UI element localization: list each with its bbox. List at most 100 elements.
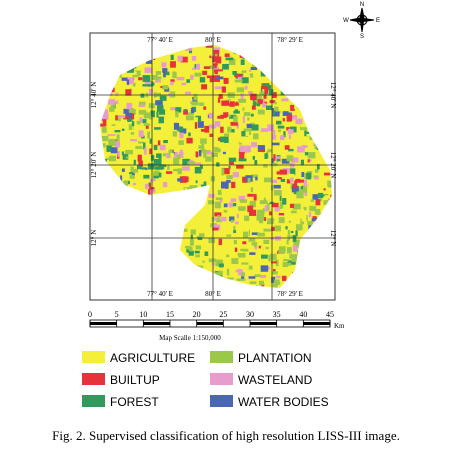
land-patch xyxy=(162,92,169,96)
land-patch xyxy=(196,265,204,271)
land-patch xyxy=(240,93,244,100)
land-patch xyxy=(313,106,320,111)
land-patch xyxy=(314,169,319,173)
land-patch xyxy=(174,41,179,45)
land-patch xyxy=(329,285,332,288)
land-patch xyxy=(322,137,330,142)
land-patch xyxy=(216,76,224,80)
land-patch xyxy=(125,270,130,276)
land-patch xyxy=(317,192,324,198)
land-patch xyxy=(166,283,173,287)
scale-label: 10 xyxy=(139,310,147,319)
land-patch xyxy=(150,155,155,161)
land-patch xyxy=(278,129,282,133)
scale-segment xyxy=(250,322,277,325)
land-patch xyxy=(102,109,109,117)
land-patch xyxy=(318,226,324,230)
land-patch xyxy=(215,259,224,267)
land-patch xyxy=(145,212,149,220)
land-patch xyxy=(118,289,121,293)
land-patch xyxy=(281,59,286,64)
land-patch xyxy=(132,208,137,215)
land-patch xyxy=(180,56,188,63)
land-patch xyxy=(149,116,153,120)
land-patch xyxy=(221,189,229,192)
land-patch xyxy=(112,71,119,77)
land-patch xyxy=(327,117,332,122)
land-patch xyxy=(156,229,161,233)
land-patch xyxy=(238,140,242,145)
land-patch xyxy=(119,281,124,288)
land-patch xyxy=(153,48,161,53)
land-patch xyxy=(304,234,310,238)
land-patch xyxy=(288,148,294,152)
land-patch xyxy=(295,100,301,105)
land-patch xyxy=(135,196,142,200)
land-patch xyxy=(214,121,221,127)
land-patch xyxy=(121,217,126,221)
land-patch xyxy=(154,253,158,257)
land-patch xyxy=(143,112,151,119)
land-patch xyxy=(308,159,312,162)
land-patch xyxy=(165,245,172,251)
land-patch xyxy=(241,272,246,277)
land-patch xyxy=(110,231,113,235)
land-patch xyxy=(173,122,180,130)
land-patch xyxy=(206,75,215,79)
land-patch xyxy=(155,280,162,286)
land-patch xyxy=(196,63,200,70)
land-patch xyxy=(214,212,222,217)
land-patch xyxy=(271,142,280,146)
land-patch xyxy=(134,240,140,247)
land-patch xyxy=(270,179,279,183)
land-patch xyxy=(306,172,312,180)
land-patch xyxy=(233,115,238,123)
land-patch xyxy=(106,74,112,78)
land-patch xyxy=(250,113,254,117)
land-patch xyxy=(293,241,301,248)
land-patch xyxy=(198,274,204,279)
land-patch xyxy=(136,45,140,48)
land-patch xyxy=(166,203,173,210)
land-patch xyxy=(261,254,268,259)
land-patch xyxy=(218,94,223,99)
land-patch xyxy=(125,277,134,281)
land-patch xyxy=(130,260,133,265)
land-patch xyxy=(271,158,274,166)
land-patch xyxy=(310,283,316,287)
land-patch xyxy=(135,70,139,77)
scale-unit: Km xyxy=(334,322,345,330)
land-patch xyxy=(187,161,196,165)
land-patch xyxy=(116,250,123,253)
land-patch xyxy=(126,102,133,110)
land-patch xyxy=(170,282,176,288)
land-patch xyxy=(127,270,135,274)
land-patch xyxy=(249,281,257,284)
land-patch xyxy=(241,70,247,73)
land-patch xyxy=(129,270,135,274)
land-patch xyxy=(178,140,184,145)
scale-label: 20 xyxy=(193,310,201,319)
land-patch xyxy=(208,98,212,105)
land-patch xyxy=(182,149,186,152)
land-patch xyxy=(240,59,245,65)
land-patch xyxy=(313,82,320,88)
land-patch xyxy=(120,175,123,183)
land-patch xyxy=(293,85,300,89)
land-patch xyxy=(138,240,141,246)
land-patch xyxy=(124,273,132,279)
legend-swatch xyxy=(82,351,105,363)
land-patch xyxy=(219,199,223,203)
land-patch xyxy=(289,115,298,120)
land-patch xyxy=(264,101,268,104)
compass-letter: N xyxy=(360,2,364,8)
compass-letter: S xyxy=(360,34,364,40)
land-patch xyxy=(311,116,320,122)
land-patch xyxy=(157,279,162,286)
land-patch xyxy=(214,201,221,209)
land-patch xyxy=(124,192,130,198)
land-patch xyxy=(138,230,141,237)
land-patch xyxy=(195,245,201,250)
land-patch xyxy=(268,254,271,262)
land-patch xyxy=(208,237,215,244)
